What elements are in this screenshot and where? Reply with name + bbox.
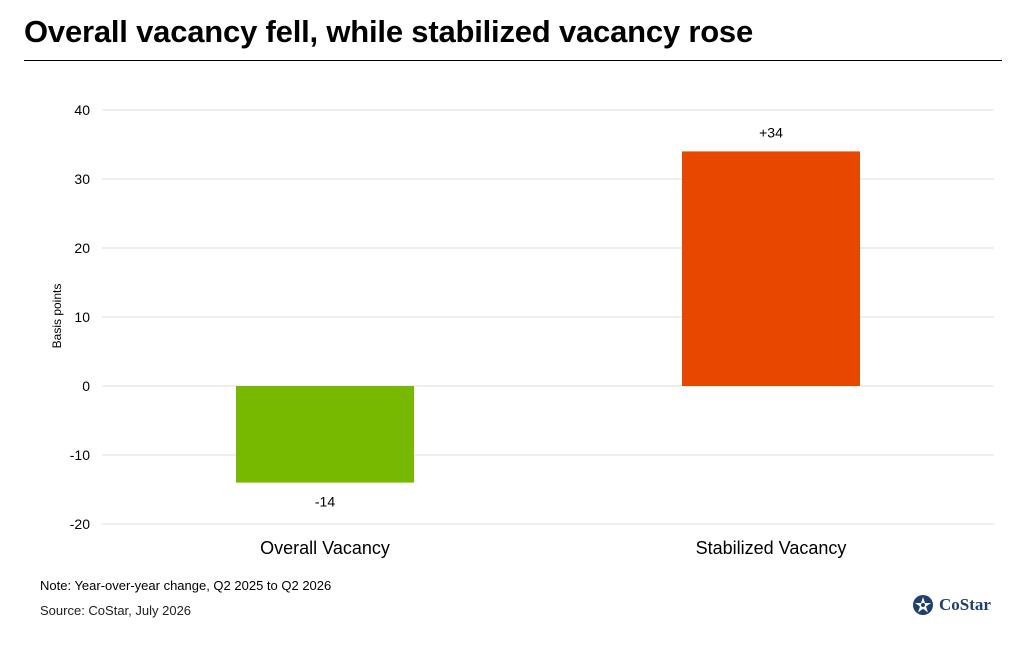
costar-star-icon: [913, 595, 933, 615]
y-axis-label: Basis points: [50, 284, 64, 349]
x-category-label: Stabilized Vacancy: [696, 538, 847, 558]
y-tick-label: 10: [74, 309, 90, 325]
brand-name: CoStar: [939, 595, 991, 614]
y-tick-label: 20: [74, 240, 90, 256]
y-axis-ticks: -20 -10 0 10 20 30 40: [70, 102, 90, 532]
bar-overall-vacancy: [236, 386, 414, 483]
data-labels: -14 +34: [315, 124, 783, 509]
y-tick-label: 30: [74, 171, 90, 187]
costar-logo: CoStar: [912, 594, 991, 616]
data-label: +34: [759, 124, 783, 140]
gridlines: [102, 109, 994, 525]
data-label: -14: [315, 494, 335, 510]
y-tick-label: -10: [70, 447, 90, 463]
y-tick-label: -20: [70, 516, 90, 532]
chart-source: Source: CoStar, July 2026: [40, 603, 192, 618]
bar-chart: -20 -10 0 10 20 30 40 -14 +34 Overall Vacancy St…: [50, 102, 994, 558]
x-category-label: Overall Vacancy: [260, 538, 390, 558]
bar-stabilized-vacancy: [682, 151, 860, 386]
x-axis-categories: Overall Vacancy Stabilized Vacancy: [260, 538, 846, 558]
bars: [236, 151, 860, 483]
y-tick-label: 40: [74, 102, 90, 118]
chart-title: Overall vacancy fell, while stabilized v…: [24, 14, 754, 49]
chart-note: Note: Year-over-year change, Q2 2025 to …: [40, 578, 332, 593]
title-divider: [24, 60, 1002, 61]
y-tick-label: 0: [82, 378, 90, 394]
